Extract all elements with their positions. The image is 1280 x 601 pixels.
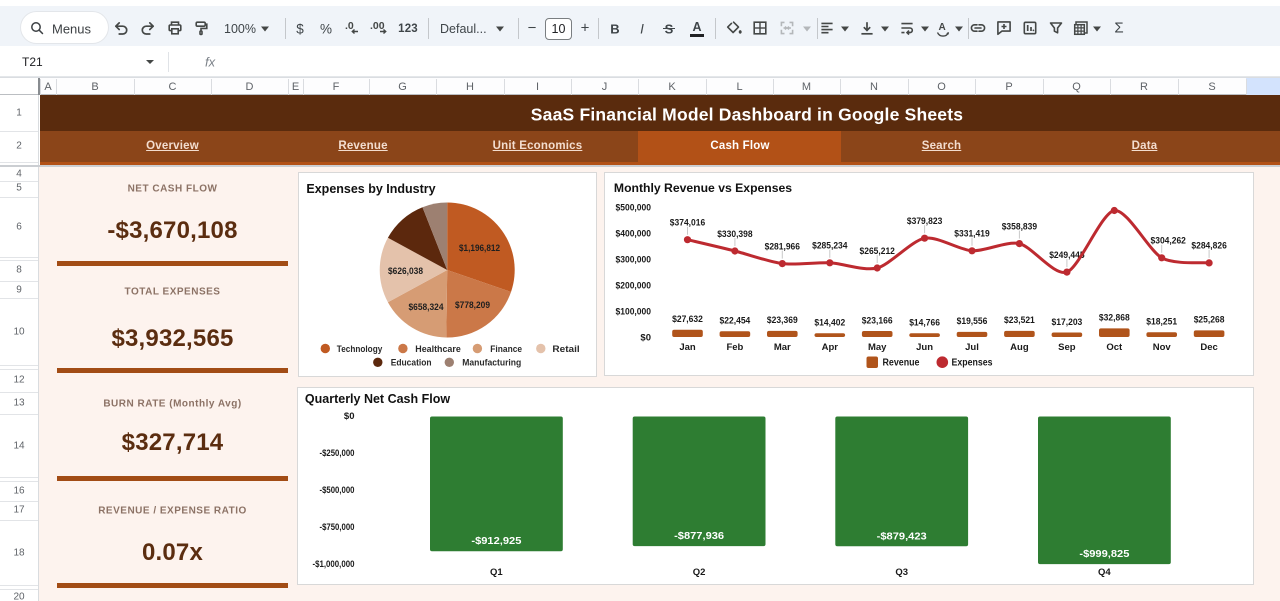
svg-text:.00: .00	[370, 20, 385, 32]
svg-text:-$250,000: -$250,000	[320, 448, 355, 459]
svg-text:Q2: Q2	[693, 567, 706, 578]
svg-text:Q4: Q4	[1098, 567, 1111, 578]
svg-text:Jul: Jul	[965, 341, 979, 352]
svg-text:Retail: Retail	[552, 343, 579, 353]
svg-text:$500,000: $500,000	[615, 202, 651, 213]
svg-text:$100,000: $100,000	[615, 306, 651, 317]
svg-text:Aug: Aug	[1010, 341, 1029, 352]
svg-text:Q1: Q1	[490, 567, 503, 578]
svg-text:$32,868: $32,868	[1098, 312, 1129, 323]
svg-text:$778,209: $778,209	[455, 299, 490, 310]
svg-text:$19,556: $19,556	[956, 316, 987, 327]
svg-text:$284,826: $284,826	[1191, 240, 1226, 251]
svg-text:$23,166: $23,166	[861, 315, 892, 326]
svg-text:Sep: Sep	[1058, 341, 1076, 352]
svg-text:Nov: Nov	[1152, 341, 1171, 352]
svg-text:$626,038: $626,038	[388, 266, 423, 277]
svg-text:$249,445: $249,445	[1049, 249, 1085, 260]
svg-text:$25,268: $25,268	[1193, 314, 1224, 325]
svg-text:$379,823: $379,823	[906, 216, 941, 227]
svg-text:-$912,925: -$912,925	[471, 535, 521, 547]
svg-text:$18,251: $18,251	[1146, 316, 1177, 327]
svg-text:Oct: Oct	[1106, 341, 1123, 352]
svg-text:$331,419: $331,419	[954, 228, 989, 239]
svg-text:$400,000: $400,000	[615, 228, 651, 239]
svg-text:$27,632: $27,632	[672, 314, 703, 325]
svg-text:Technology: Technology	[336, 343, 382, 353]
svg-text:Expenses: Expenses	[951, 356, 992, 368]
svg-text:.0: .0	[345, 20, 354, 32]
svg-text:$374,016: $374,016	[669, 217, 704, 228]
svg-text:$300,000: $300,000	[615, 254, 651, 265]
svg-text:$0: $0	[640, 332, 651, 343]
svg-text:Feb: Feb	[726, 341, 743, 352]
svg-text:$304,262: $304,262	[1150, 235, 1185, 246]
svg-text:Dec: Dec	[1200, 341, 1217, 352]
svg-text:-$999,825: -$999,825	[1079, 548, 1129, 560]
svg-text:-$750,000: -$750,000	[320, 522, 355, 533]
svg-text:$0: $0	[344, 411, 355, 422]
svg-text:Mar: Mar	[773, 341, 790, 352]
svg-text:$658,324: $658,324	[408, 301, 444, 312]
svg-text:$358,839: $358,839	[1001, 221, 1036, 232]
svg-text:-$1,000,000: -$1,000,000	[313, 559, 355, 570]
svg-text:Manufacturing: Manufacturing	[462, 357, 521, 367]
svg-text:May: May	[867, 341, 886, 352]
svg-text:-$500,000: -$500,000	[320, 485, 355, 496]
svg-text:Education: Education	[390, 357, 431, 367]
svg-text:$330,398: $330,398	[717, 228, 752, 239]
svg-text:Healthcare: Healthcare	[415, 343, 461, 353]
svg-text:Apr: Apr	[821, 341, 838, 352]
svg-text:Q3: Q3	[895, 567, 908, 578]
svg-text:$23,521: $23,521	[1004, 315, 1035, 326]
svg-text:A: A	[939, 22, 946, 33]
svg-text:$281,966: $281,966	[764, 241, 799, 252]
svg-text:$14,402: $14,402	[814, 317, 845, 328]
svg-text:-$877,936: -$877,936	[674, 530, 724, 542]
svg-text:Jun: Jun	[916, 341, 933, 352]
svg-text:Revenue: Revenue	[882, 356, 919, 368]
svg-text:$1,196,812: $1,196,812	[459, 242, 500, 253]
svg-text:$14,766: $14,766	[909, 317, 940, 328]
svg-text:$200,000: $200,000	[615, 280, 651, 291]
svg-text:Jan: Jan	[679, 341, 696, 352]
svg-text:Finance: Finance	[490, 343, 522, 353]
svg-text:$17,203: $17,203	[1051, 316, 1082, 327]
svg-text:$265,212: $265,212	[859, 245, 894, 256]
svg-text:-$879,423: -$879,423	[877, 530, 927, 542]
svg-text:$23,369: $23,369	[766, 315, 797, 326]
svg-text:$285,234: $285,234	[812, 240, 848, 251]
svg-text:$22,454: $22,454	[719, 315, 750, 326]
